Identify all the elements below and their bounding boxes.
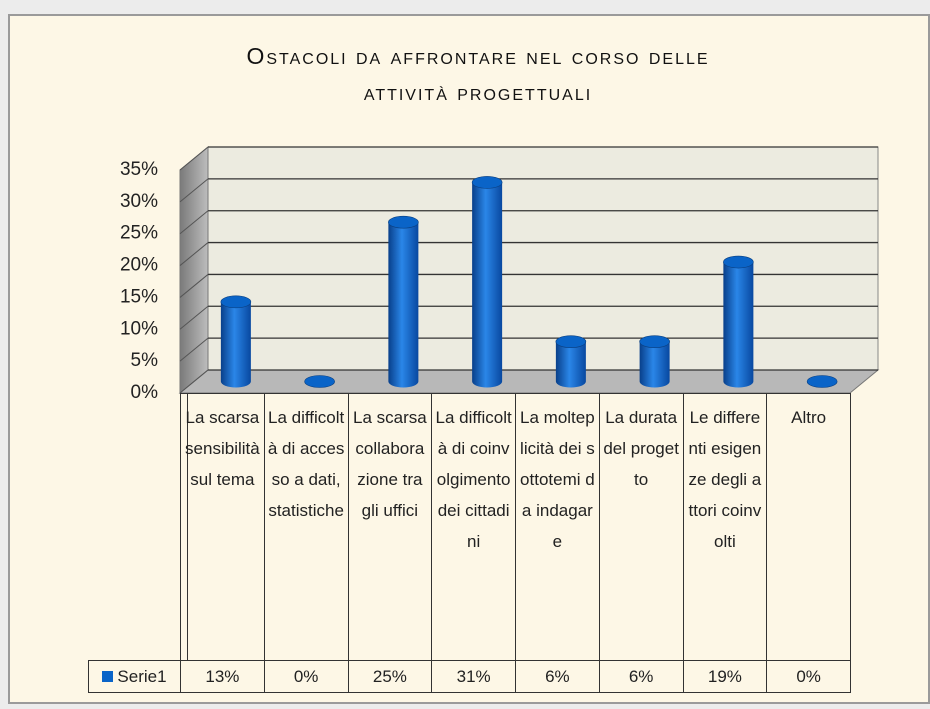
- grid-line-side: [179, 274, 209, 298]
- bar-top: [220, 295, 252, 309]
- bar: [220, 295, 252, 388]
- legend-key: [102, 671, 114, 682]
- bar: [388, 215, 419, 388]
- category-label: La durata del progetto: [598, 393, 684, 661]
- value-label: 6%: [515, 660, 600, 693]
- bar-top: [471, 176, 503, 189]
- side-wall: [179, 145, 209, 395]
- title-line: Ostacoli da affrontare nel corso delle: [246, 43, 709, 69]
- category-label: Altro: [766, 393, 851, 661]
- y-tick-label: 10%: [120, 318, 158, 339]
- bar-top: [639, 335, 670, 348]
- bar: [723, 255, 754, 388]
- y-tick-label: 35%: [120, 159, 158, 180]
- bar-body: [388, 222, 419, 388]
- value-label: 19%: [682, 660, 768, 693]
- y-tick-label: 20%: [120, 255, 158, 276]
- grid-line-side: [179, 210, 209, 235]
- bar-body: [555, 341, 586, 388]
- legend-label: Serie1: [117, 667, 167, 686]
- value-label: 25%: [347, 660, 433, 693]
- bar-body: [220, 301, 251, 388]
- bar: [639, 335, 670, 388]
- category-label: La scarsa collaborazione tra gli uffici: [347, 393, 433, 661]
- category-label: La difficoltà di accesso a dati, statist…: [263, 393, 349, 661]
- value-label: 13%: [180, 660, 265, 693]
- bar-body: [639, 341, 670, 388]
- chart-title: Ostacoli da affrontare nel corso delle at…: [246, 43, 709, 105]
- y-tick-label: 5%: [131, 350, 159, 371]
- grid-line-side: [179, 305, 209, 330]
- grid-line-side: [179, 178, 209, 203]
- floor: [178, 369, 880, 394]
- value-label: 6%: [598, 660, 684, 693]
- value-label: 0%: [263, 660, 349, 693]
- category-label: La molteplicità dei sottotemi da indagar…: [515, 393, 600, 661]
- category-label: La difficoltà di coinvolgimento dei citt…: [431, 393, 516, 661]
- bar-top: [723, 255, 754, 269]
- grid-line-side: [179, 242, 209, 266]
- bar: [806, 375, 838, 388]
- grid-line-side: [179, 369, 209, 394]
- bar-body: [723, 262, 754, 388]
- y-tick-label: 30%: [120, 191, 158, 212]
- grid-line-side: [179, 337, 209, 362]
- category-label: Le differenti esigenze degli attori coin…: [682, 393, 768, 661]
- bar-top: [806, 375, 838, 388]
- grid-line-side: [179, 146, 209, 171]
- back-wall: [207, 146, 879, 371]
- category-label: La scarsa sensibilità sul tema: [180, 393, 265, 661]
- y-tick-label: 25%: [120, 223, 158, 244]
- legend-cell: Serie1: [88, 660, 181, 693]
- bar-top: [304, 375, 335, 388]
- bar-top: [555, 335, 587, 348]
- y-tick-label: 0%: [131, 382, 159, 403]
- bar: [555, 335, 587, 388]
- title-line: attività progettuali: [364, 79, 592, 105]
- y-tick-label: 15%: [120, 286, 158, 307]
- value-label: 31%: [431, 660, 516, 693]
- bar-body: [472, 182, 503, 388]
- bar: [471, 176, 503, 388]
- bar-top: [388, 215, 419, 229]
- bar: [304, 375, 335, 388]
- value-label: 0%: [766, 660, 851, 693]
